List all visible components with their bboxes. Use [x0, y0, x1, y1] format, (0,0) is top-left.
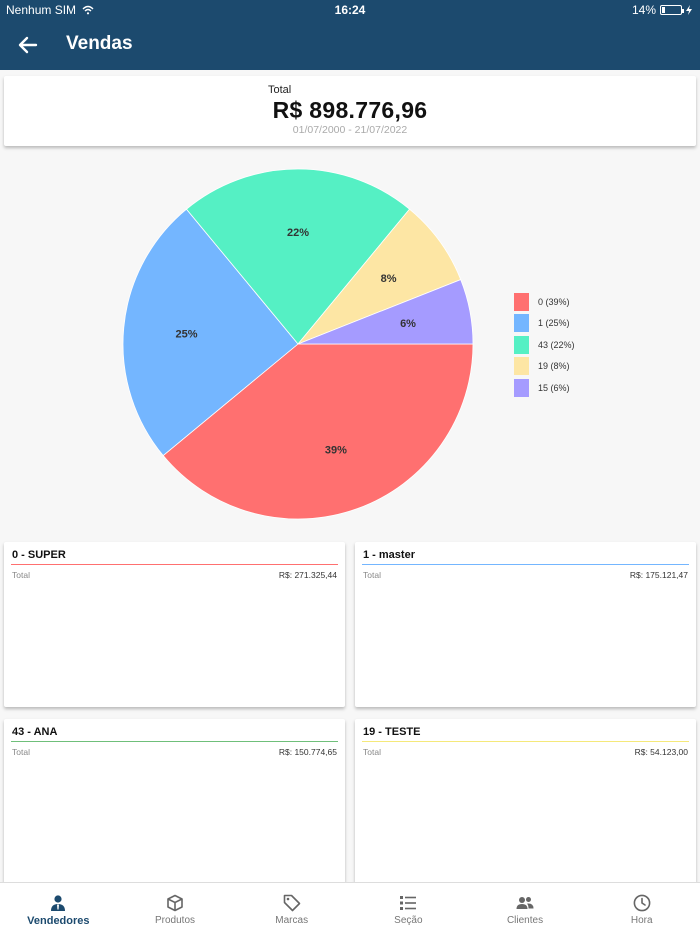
- pie-label-43: 22%: [287, 227, 309, 239]
- seller-color-line: [362, 564, 689, 565]
- seller-card[interactable]: 0 - SUPER Total R$: 271.325,44: [4, 542, 345, 707]
- seller-name: 1 - master: [363, 549, 415, 561]
- bottom-navigation: Vendedores Produtos Marcas Seção Cliente…: [0, 882, 700, 934]
- legend-item-43: 43 (22%): [514, 334, 575, 356]
- pie-slice-15[interactable]: [297, 279, 474, 345]
- nav-label: Vendedores: [27, 915, 90, 927]
- seller-name: 0 - SUPER: [12, 549, 66, 561]
- nav-clientes[interactable]: Clientes: [467, 883, 584, 934]
- total-summary-card: Total R$ 898.776,96 01/07/2000 - 21/07/2…: [4, 76, 696, 146]
- seller-color-line: [11, 564, 338, 565]
- chart-legend: 0 (39%) 1 (25%) 43 (22%) 19 (8%) 15 (6%): [514, 291, 575, 399]
- seller-total-label: Total: [363, 747, 381, 757]
- legend-swatch: [514, 292, 529, 311]
- seller-card[interactable]: 19 - TESTE Total R$: 54.123,00: [355, 719, 696, 884]
- legend-item-15: 15 (6%): [514, 377, 575, 399]
- status-right: 14%: [632, 3, 692, 17]
- seller-total-label: Total: [12, 747, 30, 757]
- sales-pie-chart: 39% 25% 22% 8% 6%: [122, 168, 474, 520]
- legend-label: 0 (39%): [538, 296, 570, 307]
- pie-slice-43[interactable]: [185, 168, 411, 345]
- seller-card[interactable]: 1 - master Total R$: 175.121,47: [355, 542, 696, 707]
- nav-marcas[interactable]: Marcas: [233, 883, 350, 934]
- nav-secao[interactable]: Seção: [350, 883, 467, 934]
- total-label: Total: [268, 84, 292, 96]
- pie-label-15: 6%: [400, 318, 416, 330]
- pie-label-19: 8%: [381, 273, 397, 285]
- pie-label-0: 39%: [325, 444, 347, 456]
- box-icon: [167, 894, 183, 912]
- legend-item-0: 0 (39%): [514, 291, 575, 313]
- clock: 16:24: [334, 3, 366, 17]
- person-icon: [51, 895, 66, 911]
- legend-swatch: [514, 314, 529, 333]
- tag-icon: [283, 894, 300, 912]
- date-range: 01/07/2000 - 21/07/2022: [292, 124, 408, 136]
- charging-icon: [686, 5, 692, 15]
- nav-vendedores[interactable]: Vendedores: [0, 883, 117, 934]
- back-arrow-icon[interactable]: [14, 31, 42, 59]
- seller-total-value: R$: 150.774,65: [278, 747, 337, 757]
- seller-card[interactable]: 43 - ANA Total R$: 150.774,65: [4, 719, 345, 884]
- seller-total-value: R$: 54.123,00: [634, 747, 688, 757]
- seller-total-label: Total: [12, 570, 30, 580]
- nav-label: Clientes: [506, 915, 544, 926]
- people-icon: [516, 897, 534, 909]
- legend-item-19: 19 (8%): [514, 356, 575, 378]
- seller-total-label: Total: [363, 570, 381, 580]
- nav-label: Hora: [630, 915, 653, 926]
- legend-label: 15 (6%): [538, 382, 570, 393]
- status-left: Nenhum SIM: [6, 3, 94, 17]
- status-bar: Nenhum SIM 16:24 14%: [0, 0, 700, 20]
- seller-name: 19 - TESTE: [363, 726, 421, 738]
- seller-total-value: R$: 175.121,47: [629, 570, 688, 580]
- pie-slice-0[interactable]: [162, 343, 474, 520]
- nav-label: Produtos: [154, 915, 196, 926]
- legend-label: 19 (8%): [538, 361, 570, 372]
- nav-label: Marcas: [275, 915, 309, 926]
- battery-icon: [660, 5, 684, 15]
- nav-produtos[interactable]: Produtos: [117, 883, 234, 934]
- seller-name: 43 - ANA: [12, 726, 58, 738]
- carrier-label: Nenhum SIM: [6, 3, 77, 17]
- nav-hora[interactable]: Hora: [583, 883, 700, 934]
- seller-color-line: [11, 741, 338, 742]
- clock-icon: [633, 894, 651, 912]
- nav-label: Seção: [394, 915, 423, 926]
- pie-slice-1[interactable]: [122, 208, 299, 457]
- battery-percent: 14%: [631, 3, 656, 17]
- app-bar: Vendas: [0, 20, 700, 70]
- seller-color-line: [362, 741, 689, 742]
- legend-swatch: [514, 357, 529, 376]
- list-icon: [400, 896, 417, 910]
- page-title: Vendas: [66, 33, 133, 54]
- total-value: R$ 898.776,96: [272, 97, 428, 123]
- wifi-icon: [82, 5, 94, 15]
- pie-label-1: 25%: [175, 328, 197, 340]
- legend-swatch: [514, 378, 529, 397]
- legend-item-1: 1 (25%): [514, 313, 575, 335]
- legend-label: 43 (22%): [538, 339, 575, 350]
- seller-total-value: R$: 271.325,44: [278, 570, 337, 580]
- legend-swatch: [514, 335, 529, 354]
- legend-label: 1 (25%): [538, 318, 570, 329]
